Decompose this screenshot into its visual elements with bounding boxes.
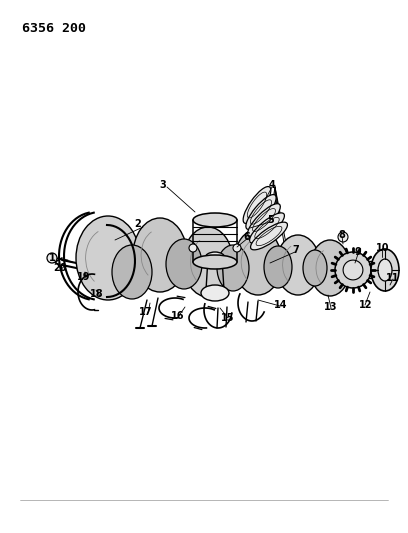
Ellipse shape [217, 245, 249, 291]
Ellipse shape [183, 227, 233, 297]
Ellipse shape [251, 222, 288, 250]
Text: 5: 5 [268, 215, 274, 225]
Ellipse shape [76, 216, 140, 300]
FancyBboxPatch shape [346, 262, 375, 279]
Ellipse shape [112, 245, 152, 299]
Text: 14: 14 [274, 300, 288, 310]
Text: 8: 8 [339, 230, 346, 240]
Ellipse shape [303, 250, 327, 286]
Ellipse shape [378, 259, 392, 281]
Text: 1: 1 [49, 253, 55, 263]
Circle shape [47, 253, 57, 263]
Ellipse shape [248, 204, 280, 236]
Ellipse shape [193, 255, 237, 269]
Text: 13: 13 [324, 302, 338, 312]
Ellipse shape [205, 252, 225, 264]
Text: 19: 19 [77, 272, 91, 282]
Ellipse shape [133, 218, 187, 292]
Ellipse shape [201, 285, 229, 301]
Circle shape [338, 232, 348, 242]
FancyBboxPatch shape [98, 256, 362, 284]
Text: 18: 18 [90, 289, 104, 299]
Circle shape [189, 244, 197, 252]
Text: 16: 16 [171, 311, 185, 321]
Text: 3: 3 [160, 180, 166, 190]
Text: 10: 10 [376, 243, 390, 253]
Text: 7: 7 [293, 245, 299, 255]
Ellipse shape [310, 240, 350, 296]
Ellipse shape [246, 195, 276, 229]
Text: 6: 6 [244, 232, 251, 242]
Ellipse shape [243, 187, 271, 223]
Text: 20: 20 [53, 263, 67, 273]
Ellipse shape [276, 235, 320, 295]
Text: 6356 200: 6356 200 [22, 22, 86, 35]
Circle shape [233, 244, 241, 252]
Ellipse shape [193, 213, 237, 227]
Ellipse shape [166, 239, 202, 289]
Circle shape [335, 252, 371, 288]
Text: 9: 9 [355, 247, 361, 257]
Ellipse shape [371, 249, 399, 291]
Ellipse shape [250, 213, 284, 243]
Text: 12: 12 [359, 300, 373, 310]
Ellipse shape [234, 229, 282, 295]
Text: 4: 4 [268, 180, 275, 190]
Text: 15: 15 [221, 313, 235, 323]
Text: 17: 17 [139, 307, 153, 317]
Circle shape [343, 260, 363, 280]
Text: 2: 2 [135, 219, 142, 229]
Ellipse shape [264, 246, 292, 288]
Text: 11: 11 [386, 273, 400, 283]
